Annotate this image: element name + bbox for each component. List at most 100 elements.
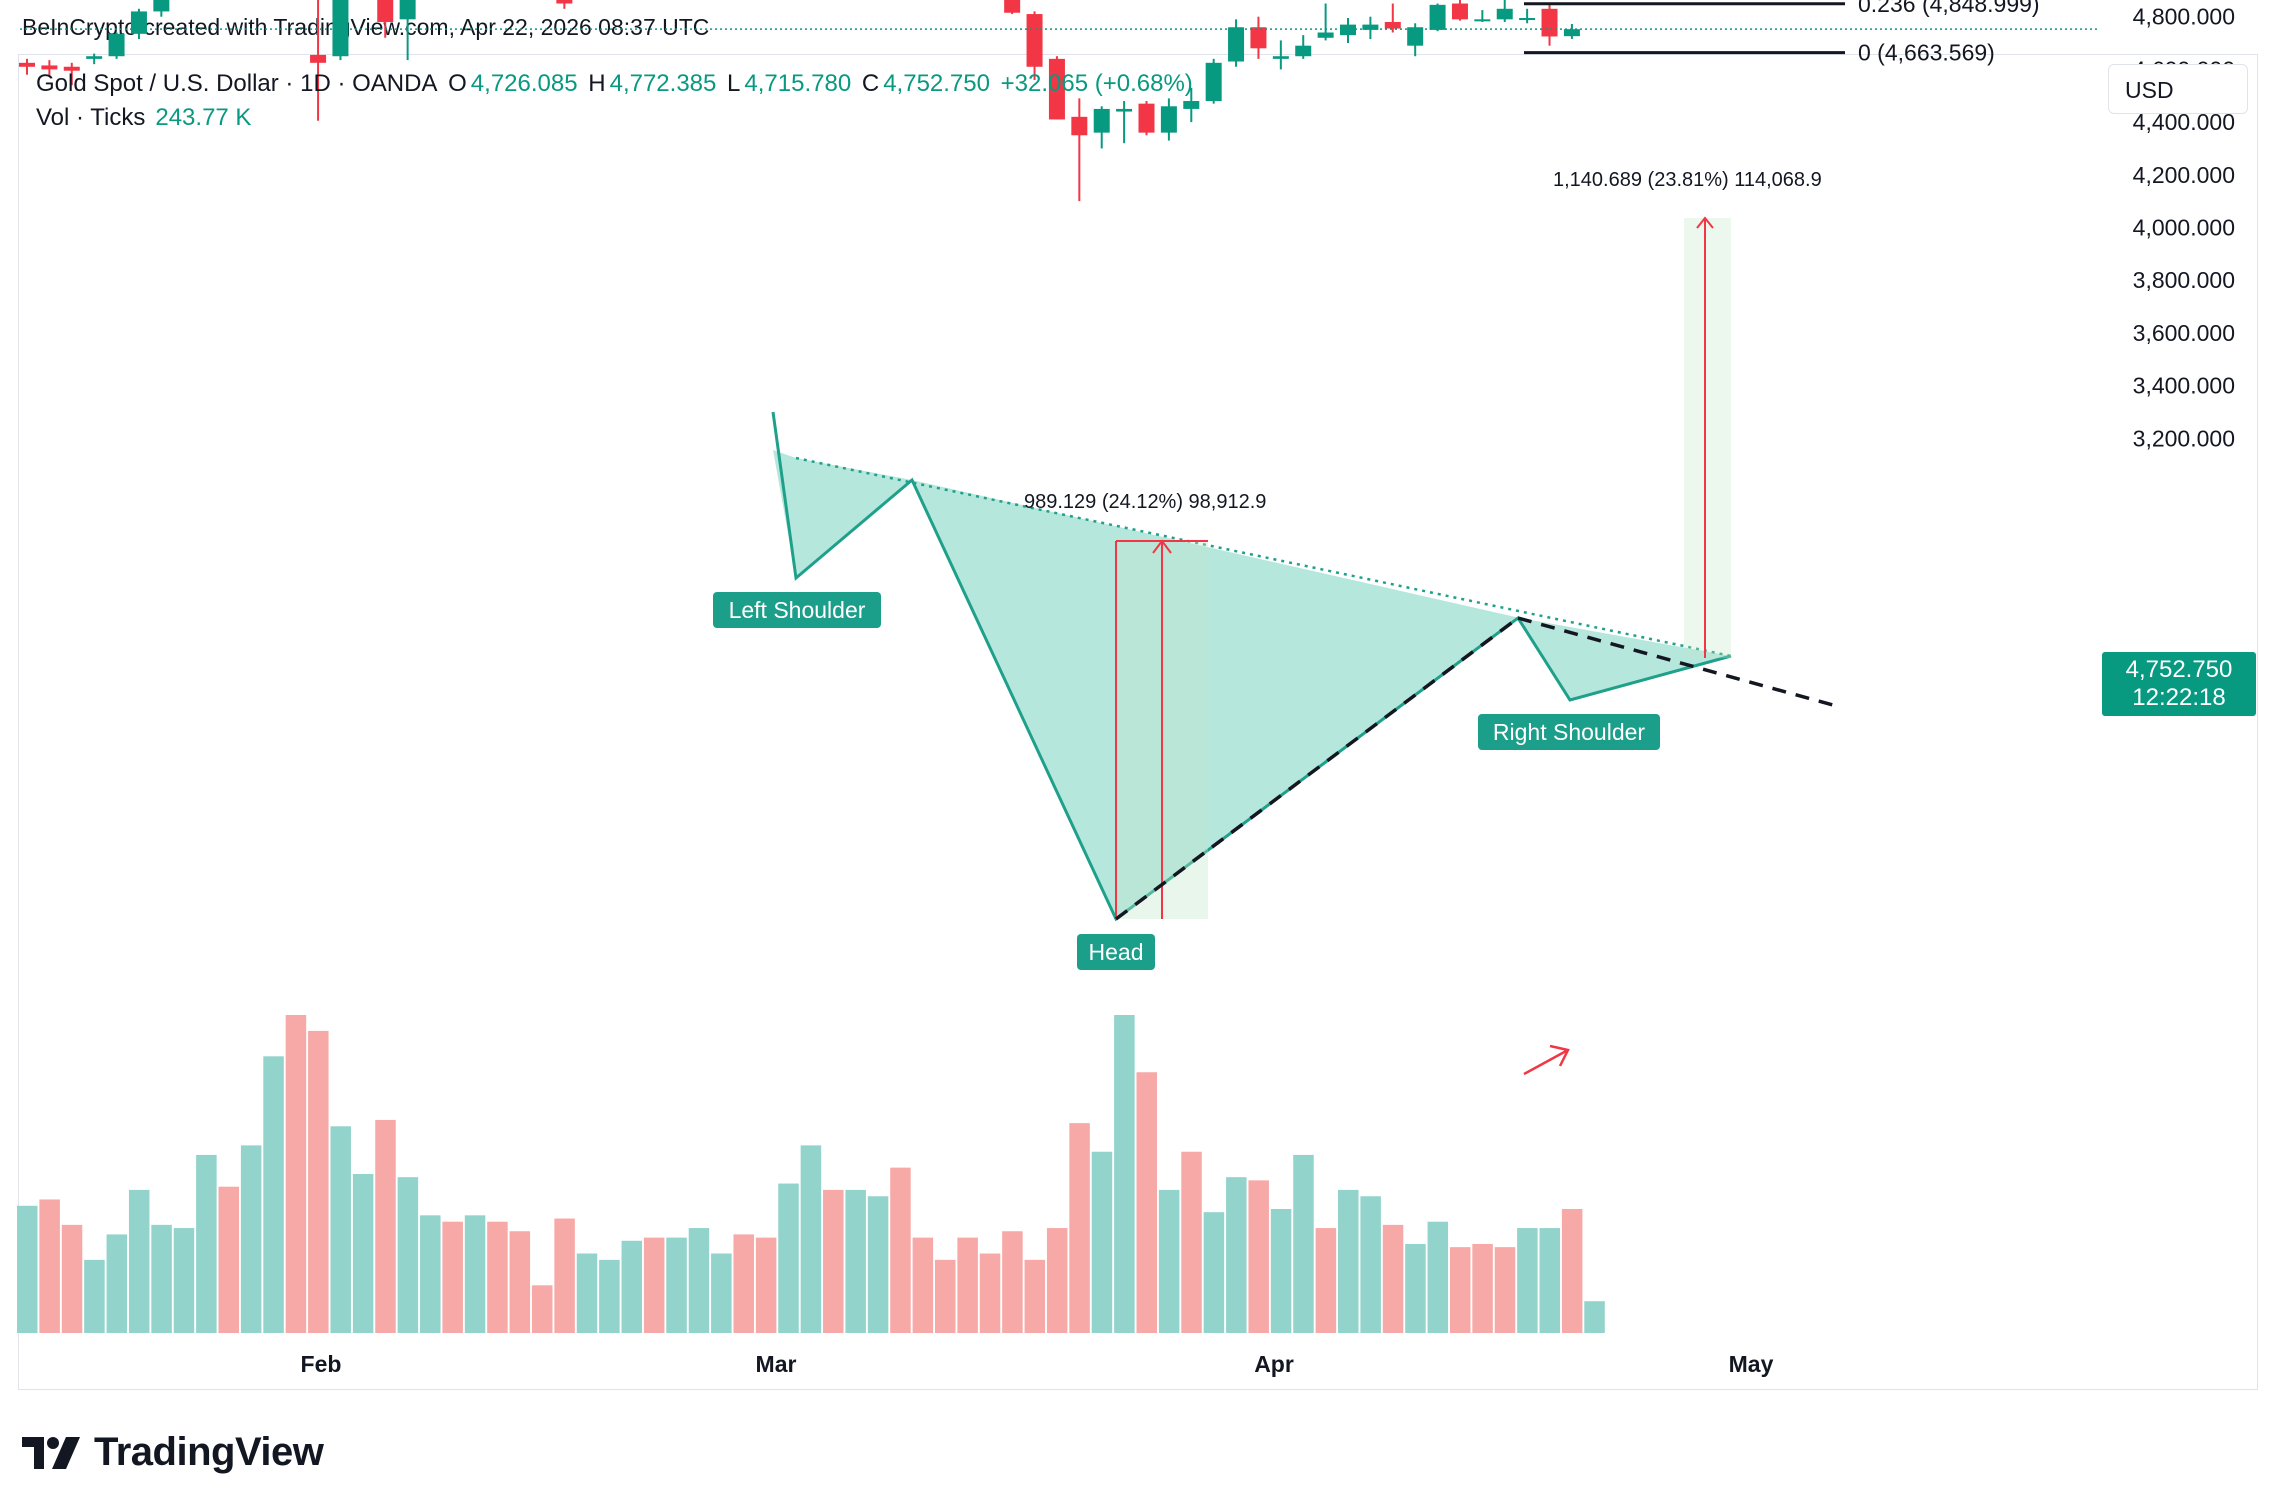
low-value: 4,715.780	[744, 70, 852, 97]
symbol-legend: Gold Spot / U.S. Dollar · 1D · OANDA O 4,…	[36, 70, 1197, 98]
candle-body	[1205, 62, 1222, 102]
pattern-layer	[771, 411, 1732, 922]
candle-body	[1340, 24, 1357, 36]
candle-body	[63, 66, 80, 71]
y-tick-label: 4,800.000	[2133, 4, 2235, 30]
candle-body	[1474, 19, 1491, 22]
volume-bar	[106, 1234, 128, 1333]
volume-layer	[17, 1015, 1605, 1333]
candle-layer	[19, 0, 1580, 202]
currency-button[interactable]: USD	[2108, 64, 2248, 114]
volume-bar	[711, 1253, 732, 1333]
volume-bar	[1091, 1151, 1113, 1333]
y-tick-label: 3,400.000	[2133, 373, 2235, 399]
volume-bar	[263, 1056, 284, 1333]
volume-bar	[845, 1189, 866, 1333]
candle-body	[1384, 21, 1401, 29]
candle-body	[1563, 29, 1580, 37]
candle-body	[1071, 116, 1088, 136]
volume-bar	[778, 1183, 799, 1333]
measure-label: 989.129 (24.12%) 98,912.9	[1024, 491, 1266, 513]
volume-bar	[39, 1199, 60, 1333]
open-value: 4,726.085	[470, 70, 578, 97]
volume-bar	[1472, 1243, 1493, 1333]
candle-body	[1183, 101, 1200, 109]
tradingview-logo-icon	[22, 1436, 80, 1469]
close-value: 4,752.750	[883, 70, 990, 97]
high-label: H	[588, 70, 606, 97]
volume-bar	[84, 1259, 105, 1333]
candle-body	[108, 33, 125, 57]
volume-bar	[487, 1221, 508, 1333]
candle-body	[1228, 27, 1245, 62]
volume-bar	[1427, 1221, 1449, 1333]
candle-body	[1451, 3, 1468, 20]
fib-target-arrowhead	[1696, 216, 1714, 229]
axis-layer: 3,200.000 3,400.000 3,600.000 3,800.000 4,00…	[301, 4, 2235, 1377]
volume-bar	[934, 1259, 956, 1333]
last-price-value: 4,752.750	[2125, 656, 2233, 683]
volume-bar	[957, 1237, 978, 1333]
candle-body	[1250, 27, 1267, 49]
volume-bar	[375, 1119, 396, 1333]
volume-bar	[1293, 1154, 1314, 1333]
volume-bar	[666, 1237, 687, 1333]
volume-bar	[1449, 1247, 1471, 1333]
volume-bar	[1584, 1301, 1605, 1333]
volume-bar	[1494, 1247, 1516, 1333]
volume-bar	[823, 1189, 844, 1333]
volume-bar	[151, 1224, 172, 1333]
volume-bar	[1270, 1208, 1292, 1333]
candle-body	[1429, 4, 1446, 30]
x-tick-label: Mar	[756, 1351, 797, 1377]
volume-label: Vol · Ticks	[36, 104, 146, 131]
low-label: L	[727, 70, 741, 97]
volume-bar	[912, 1237, 934, 1333]
last-price-badge: 4,752.750 12:22:18	[2102, 652, 2256, 716]
volume-bar	[599, 1259, 620, 1333]
price-chart[interactable]: 989.129 (24.12%) 98,912.91.618 (5,934.86…	[0, 0, 2278, 1420]
candle-body	[1541, 8, 1558, 37]
volume-bar	[1158, 1189, 1180, 1333]
volume-bar	[1069, 1123, 1090, 1333]
neckline-up	[1114, 616, 1520, 921]
candle-body	[556, 0, 573, 4]
right-shoulder-label: Right Shoulder	[1493, 719, 1645, 745]
volume-bar	[890, 1167, 911, 1333]
fib-target-box	[1684, 218, 1731, 658]
volume-bar	[643, 1237, 665, 1333]
volume-bar	[576, 1253, 598, 1333]
volume-bar	[1539, 1228, 1561, 1333]
candle-body	[1093, 108, 1110, 133]
candle-body	[1138, 103, 1155, 133]
volume-bar	[979, 1253, 1001, 1333]
neckline-down	[1517, 616, 1841, 709]
fib-level-label: 0.236 (4,848.999)	[1858, 0, 2040, 17]
countdown-timer: 12:22:18	[2132, 684, 2226, 711]
candle-body	[153, 0, 170, 12]
volume-bar	[1315, 1228, 1337, 1333]
volume-bar	[1002, 1231, 1023, 1333]
candle-body	[1362, 24, 1379, 30]
candle-body	[332, 0, 349, 57]
volume-bar	[173, 1228, 195, 1333]
left-shoulder-label: Left Shoulder	[729, 597, 866, 623]
volume-bar	[755, 1237, 777, 1333]
candle-body	[1160, 106, 1177, 133]
candle-body	[1272, 56, 1289, 59]
left-shoulder-label-bg	[713, 592, 881, 628]
volume-bar	[397, 1177, 419, 1333]
volume-bar	[1226, 1177, 1247, 1333]
open-label: O	[448, 70, 467, 97]
volume-bar	[509, 1231, 531, 1333]
volume-bar	[308, 1030, 329, 1333]
y-tick-label: 3,600.000	[2133, 320, 2235, 346]
candle-body	[377, 0, 394, 22]
tradingview-logo[interactable]: TradingView	[22, 1430, 324, 1475]
head-measure-arrowhead	[1152, 539, 1172, 554]
close-label: C	[861, 70, 880, 97]
volume-legend: Vol · Ticks 243.77 K	[36, 104, 251, 132]
volume-bar	[330, 1126, 351, 1333]
candle-body	[399, 0, 416, 20]
head-label: Head	[1089, 939, 1144, 965]
